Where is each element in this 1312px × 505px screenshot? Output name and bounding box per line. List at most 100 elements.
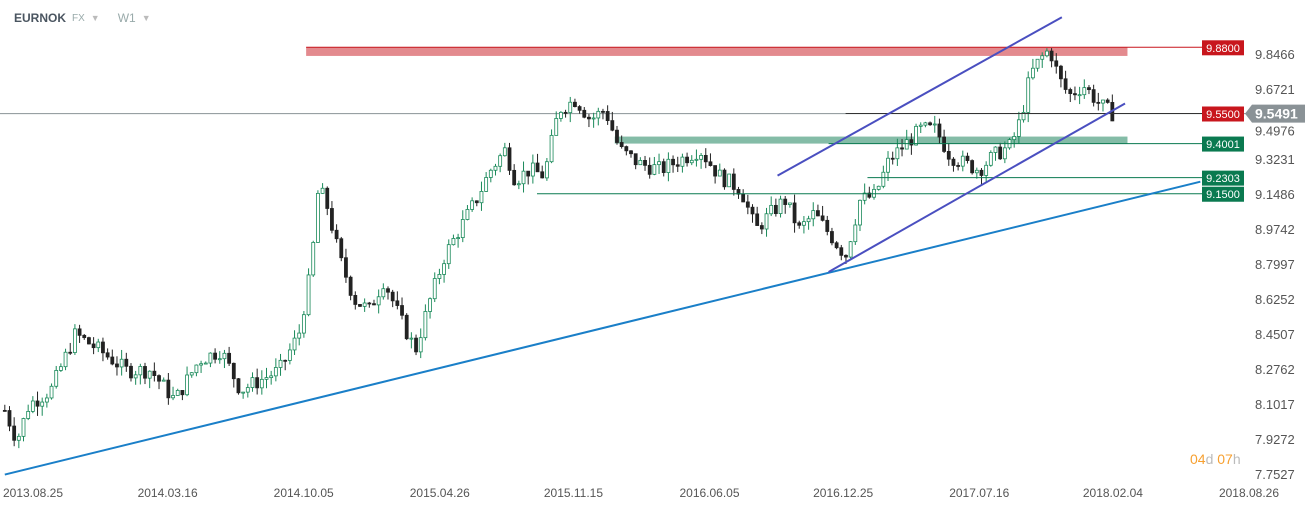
candle-body xyxy=(643,159,647,166)
candle-body xyxy=(301,314,306,334)
candle-body xyxy=(825,219,830,232)
candle-body xyxy=(909,139,914,146)
candle-body xyxy=(516,183,521,186)
candle-body xyxy=(764,213,769,230)
candle-body xyxy=(133,374,138,379)
candle-body xyxy=(591,117,596,120)
level-label: 9.1500 xyxy=(1206,189,1240,201)
candle-body xyxy=(563,111,568,114)
candle-body xyxy=(348,276,353,296)
timeframe-dropdown[interactable]: W1 xyxy=(117,11,136,25)
candle-body xyxy=(129,365,133,379)
x-tick-label: 2015.04.26 xyxy=(410,486,470,500)
x-tick-label: 2014.10.05 xyxy=(274,486,334,500)
candle-body xyxy=(867,192,872,198)
candle-body xyxy=(451,238,456,246)
x-tick-label: 2016.12.25 xyxy=(813,486,873,500)
candle-body xyxy=(624,146,629,152)
candle-body xyxy=(344,257,348,278)
candle-body xyxy=(264,377,269,380)
level-label: 9.8800 xyxy=(1206,43,1240,55)
candle-body xyxy=(353,294,358,305)
trendline xyxy=(4,180,1201,476)
candle-body xyxy=(161,379,166,382)
candle-body xyxy=(400,305,404,316)
x-tick-label: 2015.11.15 xyxy=(544,486,603,500)
candle-body xyxy=(1073,93,1077,96)
candle-body xyxy=(984,164,989,176)
level-label: 9.5500 xyxy=(1206,109,1240,121)
candle-body xyxy=(946,151,951,160)
candle-body xyxy=(1040,55,1045,60)
x-tick-label: 2018.02.04 xyxy=(1083,486,1143,500)
candle-body xyxy=(446,244,451,265)
chart-header: EURNOK FX ▼ W1 ▼ xyxy=(14,11,163,25)
candle-body xyxy=(442,263,446,275)
candle-body xyxy=(185,374,189,396)
candle-body xyxy=(960,155,965,167)
candle-body xyxy=(376,296,381,306)
candle-body xyxy=(423,311,428,339)
candle-body xyxy=(16,435,21,441)
candle-body xyxy=(816,210,820,217)
candle-body xyxy=(460,219,465,239)
candle-body xyxy=(437,274,442,279)
level-label-bg xyxy=(1202,170,1244,186)
candle-body xyxy=(773,204,778,215)
candle-body xyxy=(787,202,792,205)
candle-body xyxy=(783,198,788,205)
candle-body xyxy=(110,356,115,365)
candle-body xyxy=(143,366,147,379)
candle-body xyxy=(526,170,531,177)
candle-body xyxy=(685,156,689,164)
x-tick-label: 2018.08.26 xyxy=(1219,486,1279,500)
candle-body xyxy=(152,370,157,376)
candle-body xyxy=(171,395,175,399)
y-tick-label: 8.6252 xyxy=(1255,292,1295,307)
candle-body xyxy=(970,160,975,174)
candle-body xyxy=(273,367,278,377)
candle-body xyxy=(96,341,101,349)
candle-body xyxy=(601,110,605,113)
candle-body xyxy=(278,359,283,368)
candle-body xyxy=(115,363,119,368)
chevron-down-icon[interactable]: ▼ xyxy=(141,13,151,23)
candle-body xyxy=(507,147,512,171)
candle-body xyxy=(395,300,400,306)
candle-body xyxy=(87,337,91,345)
chevron-down-icon[interactable]: ▼ xyxy=(90,13,100,23)
candle-body xyxy=(49,385,54,399)
candle-body xyxy=(30,400,35,412)
candle-body xyxy=(432,278,437,300)
candle-body xyxy=(1012,136,1017,141)
candle-body xyxy=(979,169,984,176)
candle-body xyxy=(1091,89,1096,103)
candle-body xyxy=(12,425,17,441)
candle-body xyxy=(932,123,937,126)
candle-body xyxy=(629,150,633,155)
candle-body xyxy=(330,208,334,231)
candle-body xyxy=(610,120,615,131)
candle-body xyxy=(58,366,63,371)
candle-body xyxy=(199,363,203,366)
candle-body xyxy=(217,358,222,361)
candle-body xyxy=(147,370,152,379)
candle-body xyxy=(549,134,554,163)
y-tick-label: 8.9742 xyxy=(1255,222,1295,237)
candle-body xyxy=(652,164,657,175)
current-price-tag xyxy=(1245,104,1305,123)
candle-body xyxy=(745,201,750,208)
candle-body xyxy=(502,147,507,157)
candle-body xyxy=(316,192,320,243)
candle-body xyxy=(666,158,671,173)
level-label-bg xyxy=(1202,106,1244,122)
candle-body xyxy=(675,164,680,167)
candle-body xyxy=(358,304,362,307)
candle-body xyxy=(1002,147,1007,160)
candle-body xyxy=(587,116,591,120)
candle-body xyxy=(914,125,918,146)
candle-body xyxy=(540,171,545,179)
market-dropdown[interactable]: FX xyxy=(72,12,85,24)
